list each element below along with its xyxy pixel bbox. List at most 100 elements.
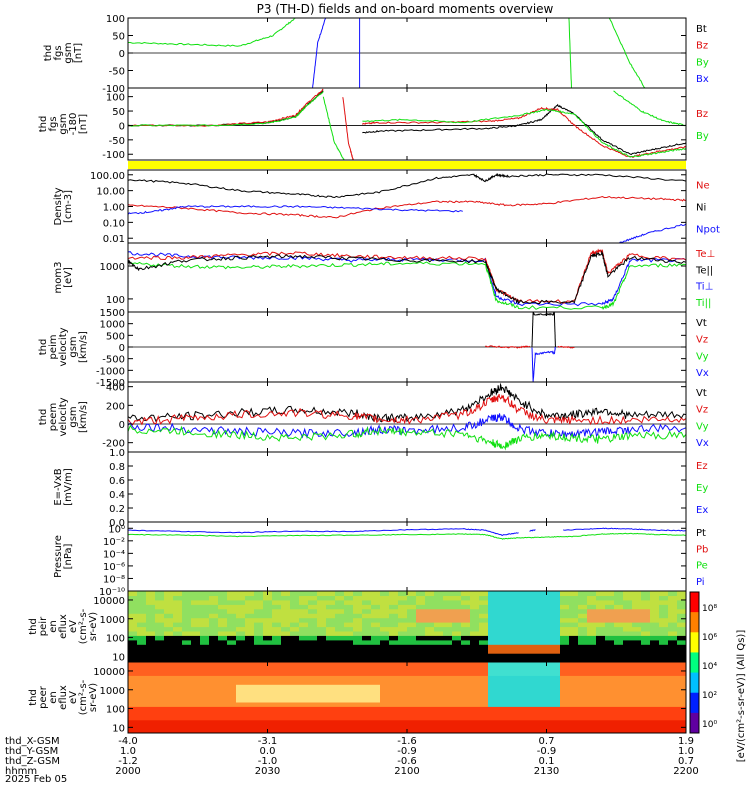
y-tick-label: 10⁻⁴	[103, 549, 125, 560]
y-axis-label-line: eflux	[58, 614, 69, 639]
series-bz-line	[342, 97, 354, 160]
panel-density: 100.00 10.00 1.00 0.10 0.01 Density [cm-3] Ne Ni…	[53, 169, 720, 245]
y-axis-label-line: E=-VxB	[53, 468, 64, 505]
spectrogram	[128, 662, 686, 733]
y-axis-label-line: sr-eV)	[88, 683, 99, 712]
x-axis-value: 2030	[255, 766, 280, 777]
y-axis-label-line: [nPa]	[63, 543, 74, 569]
series-ti-line	[128, 261, 686, 311]
colorbar-tick-label: 10⁶	[702, 633, 717, 643]
y-axis-label-line: peem	[48, 403, 59, 431]
spectrogram	[128, 591, 686, 662]
y-tick-label: 1500	[100, 308, 125, 319]
colorbar-tick-label: 10²	[702, 691, 717, 701]
y-axis-label-line: gsm	[68, 336, 79, 357]
legend-bz: Bz	[696, 109, 708, 120]
legend-ez: Ez	[696, 461, 708, 472]
y-tick-label: 1.0	[109, 448, 125, 459]
legend-ti: Ti⊥	[695, 282, 713, 293]
x-axis-value: -3.1	[258, 736, 278, 747]
panel-peem-velocity: 400 200 0 -200 thd peem velocity gsm [km/s] Vt Vz V…	[38, 381, 709, 453]
x-axis-value: 0.1	[539, 756, 555, 767]
data-gap-bar	[128, 161, 686, 169]
y-tick-label: 1000	[100, 615, 125, 626]
series-pi-line	[128, 528, 519, 536]
y-axis-label-line: fgs	[48, 116, 59, 131]
y-tick-label: 100.00	[90, 171, 125, 182]
legend-npot: Npot	[696, 225, 720, 236]
y-axis-label-line: eV	[68, 691, 79, 704]
x-axis-value: 0.7	[678, 756, 694, 767]
y-axis-label-line: thd	[38, 409, 49, 426]
y-tick-label: 0	[119, 121, 125, 132]
legend-bx: Bx	[696, 74, 709, 85]
panel-frame	[127, 451, 687, 523]
y-axis-label-line: thd	[28, 689, 39, 706]
x-axis-value: 2100	[394, 766, 419, 777]
y-axis-label-line: peer	[38, 685, 49, 709]
y-axis-label-line: (cm²-s-	[78, 679, 89, 715]
series-by-line	[568, 18, 572, 88]
plot-title: P3 (TH-D) fields and on-board moments ov…	[257, 2, 554, 16]
legend-ni: Ni	[696, 203, 706, 214]
series-by-line	[362, 108, 686, 158]
legend-bt: Bt	[696, 24, 707, 35]
y-tick-label: 50	[112, 32, 125, 43]
series-bz-line	[128, 88, 324, 127]
legend-vx: Vx	[696, 368, 709, 379]
x-axis-value: 1.9	[678, 736, 694, 747]
y-axis-label: thd fgs gsm [nT]	[43, 42, 84, 63]
x-axis-value: 1.0	[120, 746, 136, 757]
colorbar-band	[690, 612, 699, 633]
legend-pb: Pb	[696, 544, 708, 555]
series-npot-line	[618, 223, 686, 243]
y-axis-label-line: [cm-3]	[63, 190, 74, 223]
y-axis-label-line: peir	[38, 616, 49, 636]
series-te-line	[128, 250, 686, 305]
panel-efield: 1.0 0.8 0.6 0.4 0.2 0.0 E=-VxB [mV/m] Ez Ey Ex	[53, 448, 708, 529]
colorbar-band	[690, 592, 699, 613]
x-axis-row-label: thd_X-GSM	[5, 736, 60, 747]
y-axis-label-line: thd	[38, 116, 49, 133]
colorbar-band	[690, 632, 699, 653]
y-axis-label: mom3 [eV]	[53, 262, 74, 294]
y-axis-label-line: [mV/m]	[63, 468, 74, 506]
y-axis-label: E=-VxB [mV/m]	[53, 468, 74, 506]
panel-peer-eflux: 10000 1000 100 10 thd peer en eflux eV (cm²-s-sr-…	[28, 661, 687, 734]
y-tick-label: 0	[119, 49, 125, 60]
x-axis-value: -1.6	[397, 736, 417, 747]
y-tick-label: 10⁻⁶	[103, 562, 125, 573]
y-tick-label: 500	[106, 331, 125, 342]
x-axis-value: 0.7	[539, 736, 555, 747]
y-tick-label: 10000	[93, 596, 125, 607]
colorbar-label-text: [eV/(cm²-s-sr-eV)] (All Qs)]	[736, 630, 747, 763]
colorbar-tick-label: 10⁸	[702, 604, 717, 614]
series-bt-line	[362, 103, 686, 155]
colorbar-band	[690, 692, 699, 714]
legend-te: Te||	[695, 265, 713, 276]
panel-fgs-gsm: 100 50 0 -50 -100 thd fgs gsm [nT] Bt Bz By Bx	[43, 14, 709, 95]
y-axis-label-line: [eV]	[63, 267, 74, 288]
legend-vz: Vz	[696, 405, 708, 416]
y-axis-label-line: thd	[43, 45, 54, 62]
colorbar-tick-label: 10⁰	[702, 720, 717, 730]
series-bx-line	[312, 18, 327, 88]
y-axis-label-line: eV	[68, 620, 79, 633]
y-tick-label: 200	[106, 401, 125, 412]
y-tick-label: -50	[109, 67, 125, 78]
legend-by: By	[696, 131, 709, 142]
y-tick-label: -1000	[96, 366, 125, 377]
date-label: 2025 Feb 05	[5, 774, 67, 785]
y-tick-label: 10.00	[96, 187, 125, 198]
x-axis-row-label: hhmm	[5, 766, 37, 777]
legend-pe: Pe	[696, 561, 708, 572]
y-tick-label: 10⁰	[108, 524, 125, 535]
y-tick-label: 100	[106, 634, 125, 645]
y-tick-label: 100	[106, 295, 125, 306]
series-by-line	[128, 91, 324, 127]
series-vz-line	[557, 345, 575, 349]
legend-pi: Pi	[696, 577, 705, 588]
y-axis-label-line: en	[48, 691, 59, 704]
